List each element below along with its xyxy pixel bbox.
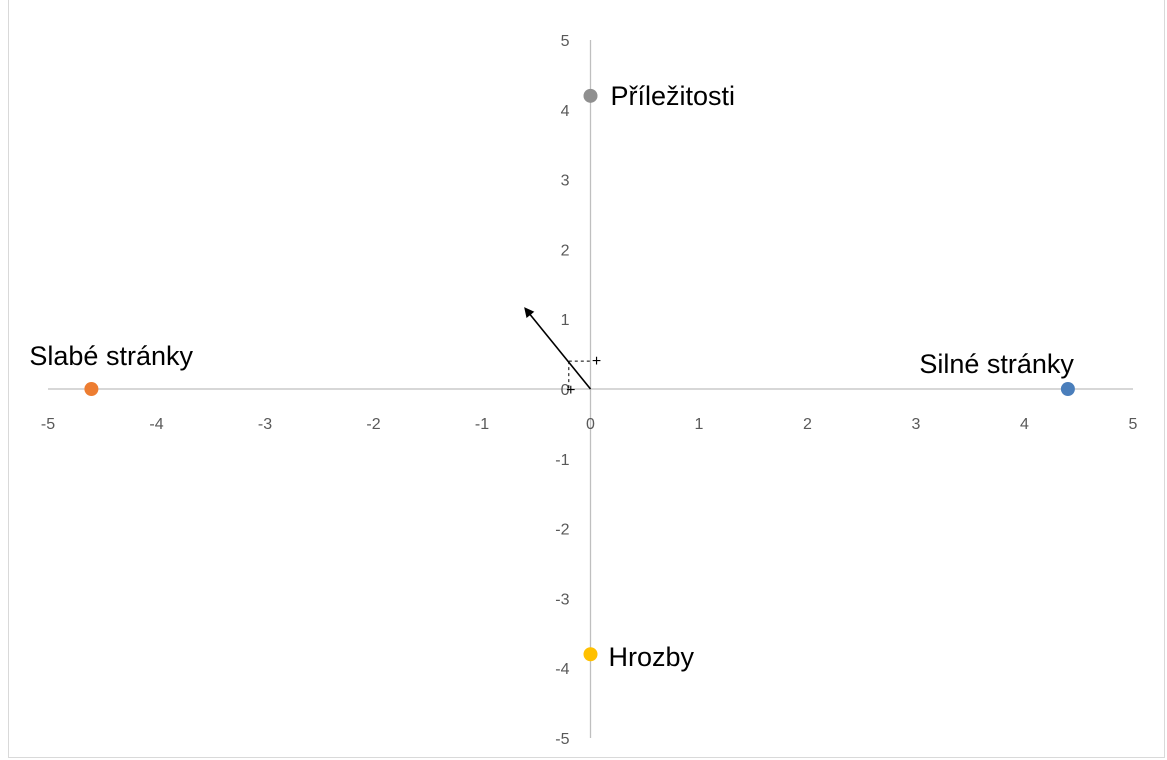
y-tick-label: 2 — [561, 242, 570, 259]
x-tick-label: -1 — [475, 416, 489, 433]
y-tick-label: 0 — [561, 382, 570, 399]
strategy-vector-arrow — [524, 307, 592, 390]
data-point — [583, 88, 598, 103]
y-tick-label: 4 — [561, 103, 570, 120]
x-tick-label: 4 — [1020, 416, 1029, 433]
chart-frame — [8, 0, 1165, 758]
y-tick-label: -2 — [555, 522, 569, 539]
data-point — [84, 382, 99, 396]
y-tick-label: -1 — [555, 452, 569, 469]
x-tick-label: 0 — [586, 416, 595, 433]
y-tick-label: 5 — [561, 33, 570, 50]
plus-sign-annotation: + — [566, 382, 575, 399]
x-tick-label: 1 — [695, 416, 704, 433]
data-point-label: Slabé stránky — [29, 341, 193, 371]
data-point — [1060, 382, 1075, 396]
y-tick-label: -4 — [555, 661, 569, 678]
x-tick-label: -5 — [41, 416, 55, 433]
y-tick-label: -3 — [555, 591, 569, 608]
x-tick-label: -4 — [149, 416, 163, 433]
data-point-label: Příležitosti — [611, 81, 736, 111]
y-tick-label: 1 — [561, 312, 570, 329]
x-tick-label: 2 — [803, 416, 812, 433]
y-tick-label: -5 — [555, 731, 569, 748]
data-point — [583, 647, 598, 662]
x-tick-label: -2 — [366, 416, 380, 433]
data-point-label: Silné stránky — [919, 349, 1074, 379]
x-tick-label: 3 — [912, 416, 921, 433]
plus-sign-annotation: + — [592, 353, 601, 370]
x-tick-label: 5 — [1129, 416, 1138, 433]
y-tick-label: 3 — [561, 173, 570, 190]
x-tick-label: -3 — [258, 416, 272, 433]
data-point-label: Hrozby — [609, 642, 695, 672]
